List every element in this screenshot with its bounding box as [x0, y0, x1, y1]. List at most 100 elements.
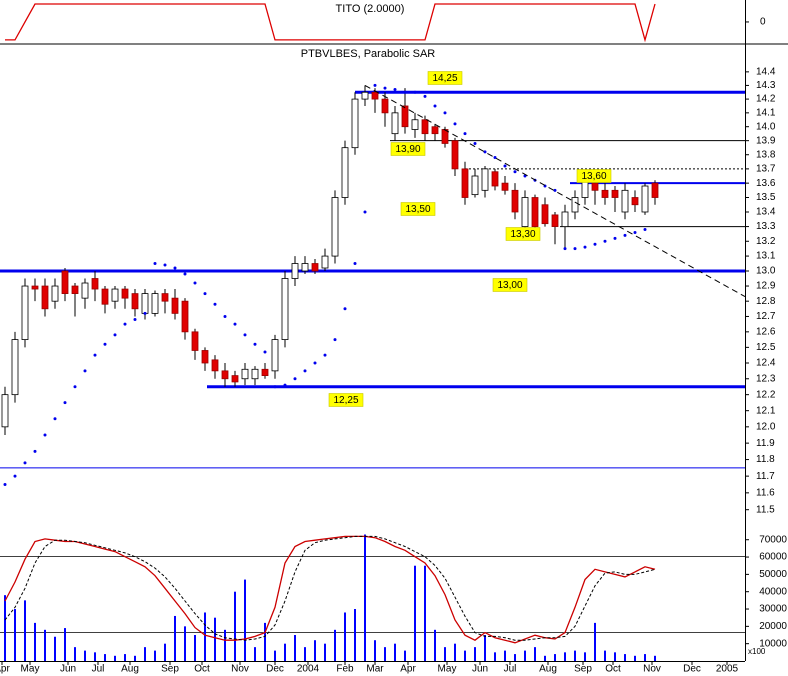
sar-dot: [613, 236, 617, 240]
y-tick-label: 40000: [759, 586, 787, 597]
sar-dot: [633, 230, 637, 234]
sar-dot: [353, 262, 357, 266]
candle-body: [1, 394, 9, 428]
candle-body: [111, 288, 119, 302]
unit-label: x100: [748, 647, 766, 656]
sar-dot: [33, 449, 37, 453]
candle-body: [181, 300, 189, 333]
candle-body: [641, 185, 649, 213]
candle-body: [71, 285, 79, 294]
candle-body: [101, 288, 109, 305]
volume-bar: [244, 579, 246, 661]
volume-bar: [64, 628, 66, 661]
candle-body: [251, 368, 259, 380]
y-tick-label: 12.3: [756, 373, 776, 384]
candle-body: [321, 255, 329, 269]
candle-body: [551, 214, 559, 227]
candle-body: [301, 263, 309, 272]
candle-body: [151, 293, 159, 314]
y-tick-label: 12.0: [756, 421, 776, 432]
candle-body: [621, 189, 629, 213]
candle-body: [21, 285, 29, 340]
candle-body: [411, 119, 419, 130]
volume-bar: [124, 654, 126, 661]
y-tick-label: 12.1: [756, 405, 776, 416]
sar-dot: [113, 333, 117, 337]
volume-bar: [504, 650, 506, 661]
candle-body: [431, 126, 439, 135]
x-tick-label: Jun: [60, 664, 76, 675]
sar-dot: [223, 314, 227, 318]
x-tick-label: Oct: [194, 664, 210, 675]
candle-body: [401, 105, 409, 128]
y-tick-label: 11.5: [756, 504, 775, 515]
volume-bar: [424, 565, 426, 661]
candle-body: [61, 270, 69, 294]
sar-dot: [83, 369, 87, 373]
volume-bar: [194, 635, 196, 661]
volume-bar: [544, 655, 546, 661]
candle-body: [211, 359, 219, 372]
sar-dot: [273, 385, 277, 389]
volume-bar: [234, 591, 236, 661]
sar-dot: [493, 156, 497, 160]
sar-dot: [463, 132, 467, 136]
annotation: 13,50: [405, 204, 430, 215]
x-tick-label: Nov: [643, 664, 661, 675]
x-tick-label: May: [438, 664, 457, 675]
volume-bar: [204, 612, 206, 661]
sar-dot: [393, 88, 397, 92]
y-tick-label: 13.8: [756, 149, 776, 160]
volume-bar: [494, 652, 496, 661]
x-tick-label: Nov: [231, 664, 249, 675]
candle-body: [221, 370, 229, 380]
sar-dot: [93, 353, 97, 357]
volume-bar: [44, 629, 46, 661]
chart-title: PTBVLBES, Parabolic SAR: [301, 48, 436, 60]
candle-body: [611, 189, 619, 198]
sar-dot: [243, 333, 247, 337]
y-tick-label: 13.0: [756, 266, 776, 277]
candle-body: [651, 182, 659, 198]
y-tick-label: 13.4: [756, 207, 776, 218]
sar-dot: [433, 104, 437, 108]
volume-bar: [54, 636, 56, 661]
sar-dot: [3, 482, 7, 486]
y-tick-label: 12.8: [756, 296, 776, 307]
sar-dot: [233, 322, 237, 326]
volume-bar: [24, 600, 26, 661]
volume-bar: [514, 654, 516, 661]
x-tick-label: Dec: [266, 664, 284, 675]
volume-bar: [384, 647, 386, 661]
sar-dot: [163, 263, 167, 267]
sar-dot: [423, 94, 427, 98]
sar-dot: [553, 188, 557, 192]
volume-bar: [254, 647, 256, 661]
volume-bar: [524, 650, 526, 661]
candle-body: [541, 204, 549, 225]
sar-dot: [513, 170, 517, 174]
sar-dot: [413, 90, 417, 94]
y-tick-label: 12.5: [756, 342, 776, 353]
candle-body: [461, 168, 469, 198]
sar-dot: [503, 164, 507, 168]
volume-bar: [274, 650, 276, 661]
y-tick-label: 20000: [759, 621, 787, 632]
sar-dot: [253, 342, 257, 346]
x-tick-label: Sep: [161, 664, 179, 675]
sar-dot: [213, 302, 217, 306]
volume-bar: [174, 615, 176, 661]
volume-bar: [604, 650, 606, 661]
sar-dot: [53, 417, 57, 421]
candle-body: [121, 288, 129, 299]
sar-dot: [263, 350, 267, 354]
sar-dot: [13, 474, 17, 478]
volume-bar: [144, 647, 146, 661]
candle-body: [261, 368, 269, 376]
candle-body: [281, 278, 289, 340]
x-tick-label: May: [21, 664, 40, 675]
y-tick-label: 14.2: [756, 94, 776, 105]
x-tick-label: Apr: [0, 664, 10, 675]
candle-body: [601, 189, 609, 198]
volume-bar: [574, 650, 576, 661]
